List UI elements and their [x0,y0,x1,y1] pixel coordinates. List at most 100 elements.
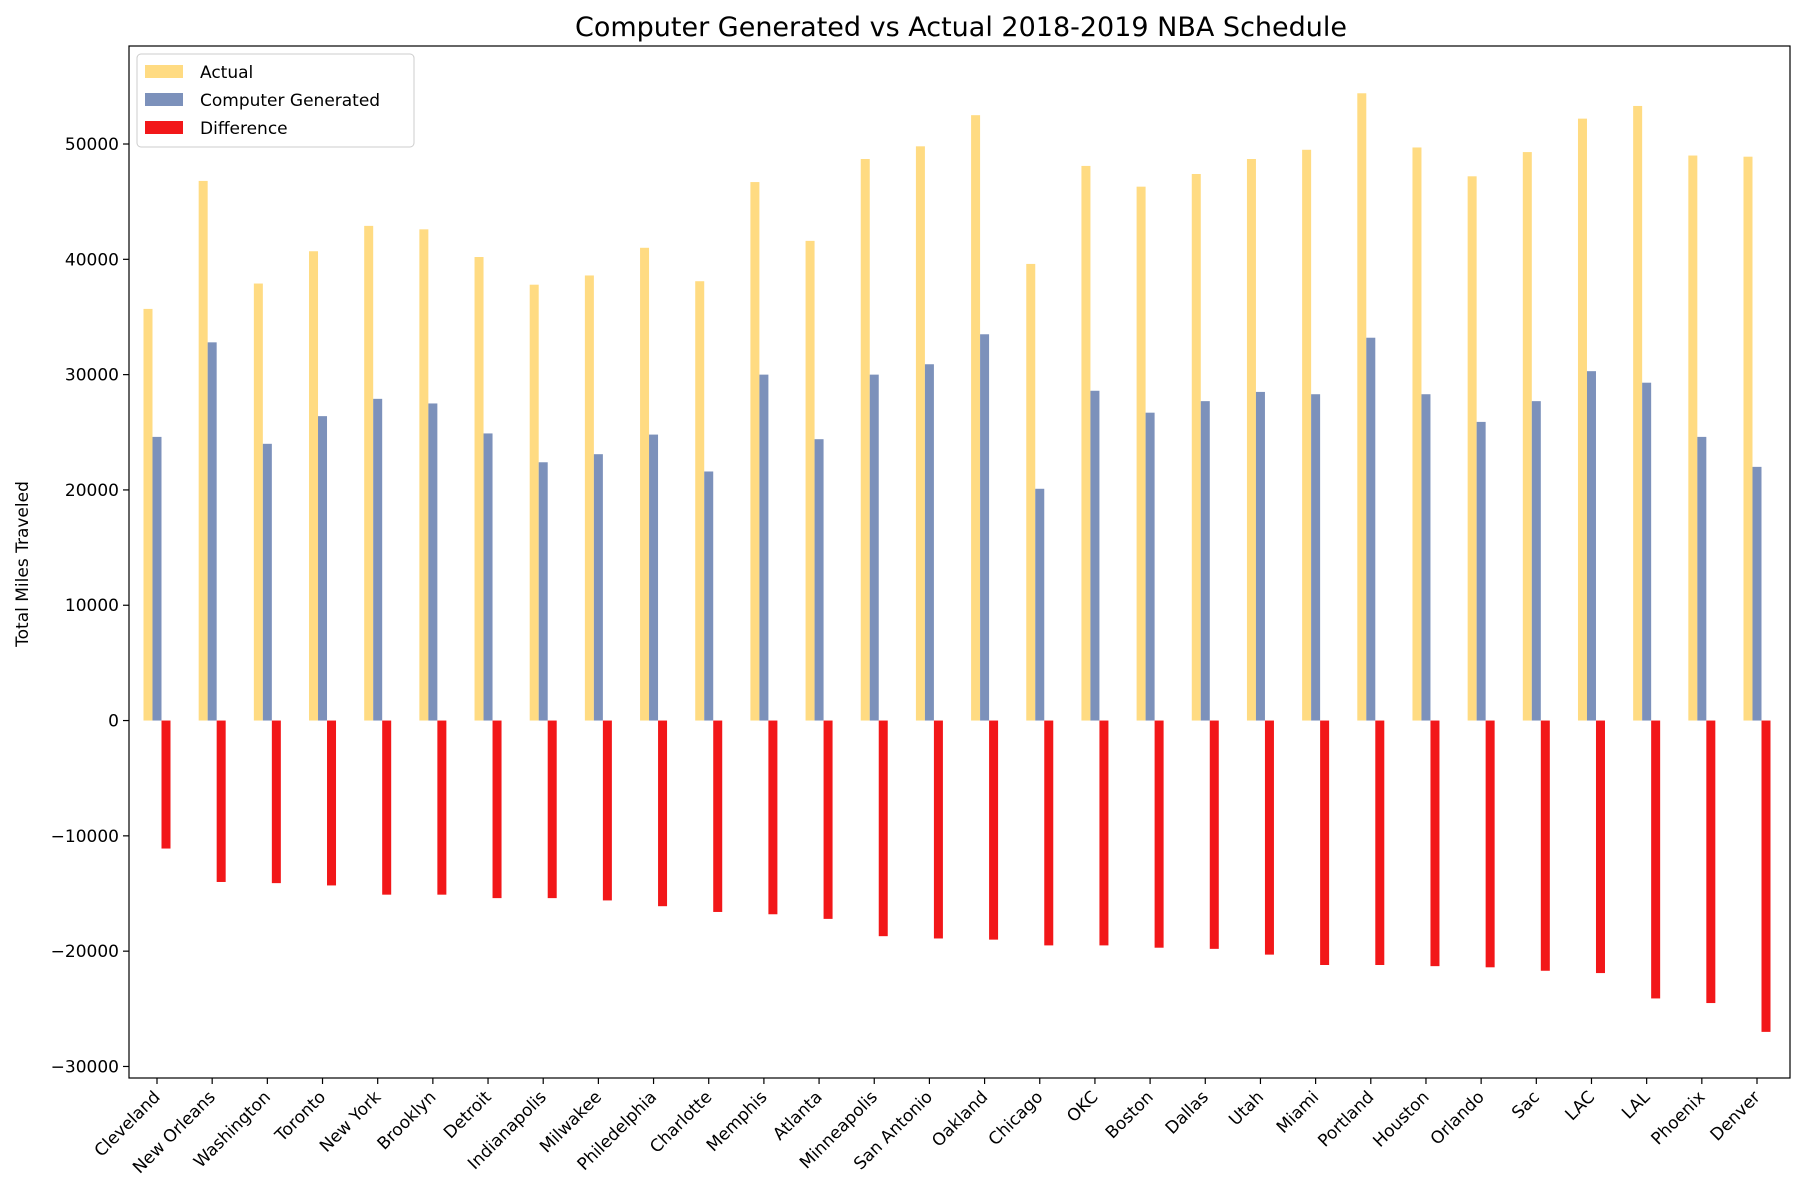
bar-actual-20 [1246,159,1256,721]
bar-difference-7 [547,720,557,899]
bar-actual-18 [1136,186,1146,721]
bar-difference-3 [327,720,337,886]
bar-difference-26 [1595,720,1605,974]
bar-actual-26 [1577,118,1587,721]
x-tick-label-17: OKC [1063,1087,1102,1126]
bar-computer-generated-1 [207,342,217,721]
bar-actual-2 [253,283,263,721]
y-tick-label-1: −20000 [51,942,119,962]
y-tick-label-4: 10000 [65,596,119,616]
bar-actual-27 [1633,105,1643,721]
bar-difference-22 [1375,720,1385,965]
bar-actual-19 [1191,173,1201,721]
bar-computer-generated-7 [538,462,548,721]
bar-difference-23 [1430,720,1440,967]
x-tick-label-21: Miami [1273,1087,1323,1137]
bar-computer-generated-17 [1090,390,1100,721]
x-tick-label-16: Chicago [985,1087,1047,1149]
bar-computer-generated-3 [318,416,328,721]
bar-computer-generated-15 [980,334,990,721]
x-tick-label-28: Phoenix [1648,1087,1710,1149]
bar-computer-generated-23 [1421,394,1431,721]
x-tick-label-23: Houston [1369,1087,1433,1151]
bar-actual-21 [1302,149,1312,721]
bar-actual-4 [364,225,374,721]
bar-actual-5 [419,229,429,721]
bar-difference-15 [989,720,999,940]
legend-box [136,53,415,148]
bar-actual-3 [309,251,319,721]
bar-actual-17 [1081,165,1091,721]
x-tick-label-26: LAC [1561,1087,1599,1125]
bar-computer-generated-28 [1697,436,1707,721]
bar-actual-1 [198,180,208,721]
bar-actual-23 [1412,147,1422,721]
bar-actual-24 [1467,176,1477,721]
bar-difference-13 [878,720,888,937]
bar-actual-9 [640,247,650,721]
bar-difference-17 [1099,720,1109,946]
bar-difference-2 [271,720,281,884]
bar-computer-generated-10 [704,471,714,721]
x-tick-label-11: Memphis [703,1087,772,1156]
bar-computer-generated-16 [1035,488,1045,721]
bar-computer-generated-5 [428,403,438,721]
bar-computer-generated-26 [1586,371,1596,721]
bar-computer-generated-6 [483,433,493,721]
bar-difference-9 [658,720,668,907]
bar-computer-generated-9 [649,434,659,721]
bar-difference-6 [492,720,502,899]
bar-difference-10 [713,720,723,912]
bar-difference-29 [1761,720,1771,1032]
legend-label-computer-generated: Computer Generated [200,91,380,111]
bar-actual-29 [1743,156,1753,721]
bar-difference-27 [1651,720,1661,999]
bar-computer-generated-27 [1642,382,1652,721]
legend-swatch-computer-generated [145,93,183,106]
legend-swatch-difference [145,121,183,134]
bar-computer-generated-20 [1255,391,1265,721]
bar-computer-generated-11 [759,374,769,721]
legend: Actual Computer Generated Difference [136,53,415,148]
bar-actual-7 [529,284,539,721]
x-tick-label-24: Orlando [1427,1087,1489,1149]
x-tick-label-27: LAL [1618,1087,1654,1123]
bar-difference-19 [1209,720,1219,949]
bar-actual-12 [805,240,815,721]
y-tick-label-2: −10000 [51,827,119,847]
x-tick-label-15: Oakland [928,1087,992,1151]
bar-actual-10 [695,281,705,721]
bar-actual-6 [474,257,484,721]
x-tick-label-5: Brooklyn [374,1087,441,1154]
plot-area: −30000 −20000 −10000 0 10000 20000 30000 40000 5… [51,93,1771,1178]
chart-title: Computer Generated vs Actual 2018-2019 N… [575,12,1347,43]
bar-difference-11 [768,720,778,915]
bar-computer-generated-19 [1200,401,1210,721]
bar-actual-22 [1357,93,1367,721]
x-tick-label-6: Detroit [440,1087,496,1143]
bar-difference-24 [1485,720,1495,968]
bar-difference-1 [216,720,226,882]
x-tick-label-25: Sac [1508,1087,1544,1123]
bar-difference-4 [382,720,392,895]
bar-actual-15 [971,115,981,721]
bar-difference-5 [437,720,447,895]
y-tick-label-3: 0 [108,712,119,732]
bar-difference-12 [823,720,833,919]
x-tick-label-22: Portland [1314,1087,1378,1151]
bar-difference-25 [1540,720,1550,971]
legend-label-difference: Difference [200,119,288,139]
y-tick-label-5: 20000 [65,481,119,501]
x-tick-label-29: Denver [1707,1087,1765,1145]
bar-computer-generated-2 [262,443,272,721]
y-tick-label-6: 30000 [65,366,119,386]
legend-swatch-actual [145,65,183,78]
bar-computer-generated-12 [814,439,824,721]
bar-actual-8 [584,275,594,721]
bar-actual-28 [1688,155,1698,721]
x-tick-label-20: Utah [1225,1087,1268,1130]
bar-computer-generated-21 [1311,394,1321,721]
bar-difference-20 [1264,720,1274,955]
bar-computer-generated-14 [924,364,934,721]
